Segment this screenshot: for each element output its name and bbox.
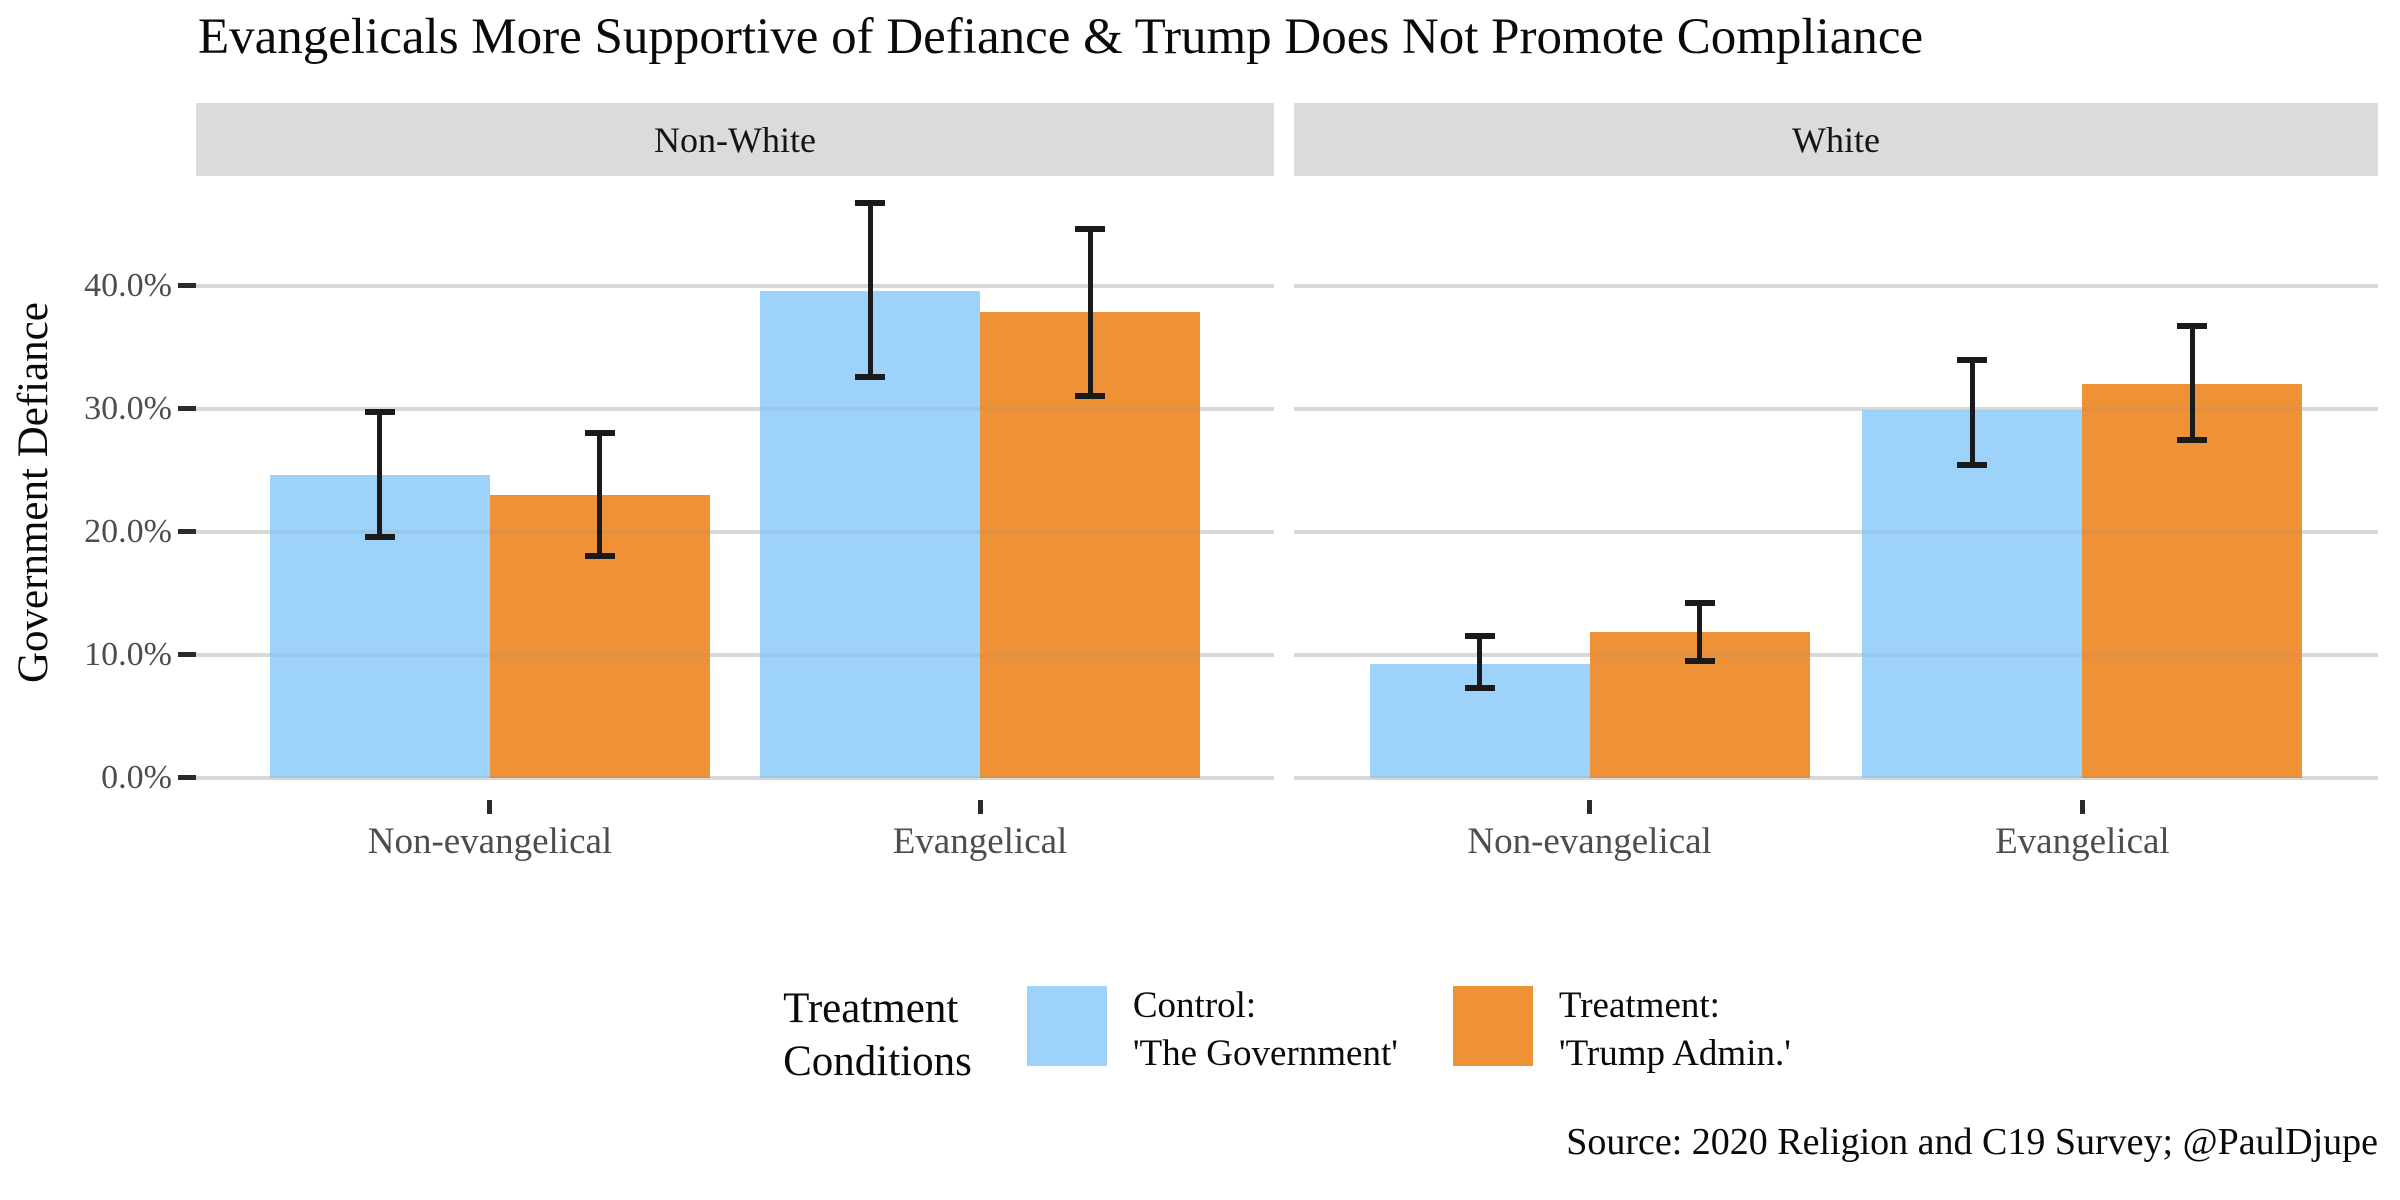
gridline-overlay <box>1294 653 2378 657</box>
error-bar-cap-bottom <box>1957 461 1988 468</box>
error-bar-cap-top <box>364 409 395 416</box>
error-bar-line <box>1087 228 1093 397</box>
bar <box>2082 384 2303 778</box>
gridline-overlay <box>196 284 1274 288</box>
gridline <box>1294 653 2378 657</box>
legend: Treatment Conditions Control: 'The Gover… <box>196 982 2378 1088</box>
legend-item-treatment: Treatment: 'Trump Admin.' <box>1452 982 1791 1078</box>
gridline <box>196 653 1274 657</box>
gridline <box>196 776 1274 780</box>
y-tick-mark <box>178 775 196 780</box>
error-bar-cap-bottom <box>584 552 615 559</box>
gridline <box>196 407 1274 411</box>
error-bar-line <box>597 432 603 557</box>
y-tick-mark <box>178 652 196 657</box>
gridline-overlay <box>196 407 1274 411</box>
facet-strip-label: Non-White <box>654 119 816 160</box>
error-bar-line <box>1477 635 1483 690</box>
x-tick-label: Non-evangelical <box>1467 821 1712 862</box>
error-bar-cap-bottom <box>855 374 886 381</box>
error-bar-cap-top <box>2177 323 2208 330</box>
error-bar-cap-bottom <box>364 534 395 541</box>
gridline-overlay <box>196 653 1274 657</box>
error-bar-cap-top <box>584 430 615 437</box>
gridline-overlay <box>1294 530 2378 534</box>
y-tick-mark <box>178 283 196 288</box>
x-tick-mark <box>487 800 493 814</box>
gridline <box>1294 776 2378 780</box>
error-bar-cap-bottom <box>2177 436 2208 443</box>
gridline <box>1294 530 2378 534</box>
gridline <box>196 284 1274 288</box>
gridline <box>1294 407 2378 411</box>
y-tick-label: 10.0% <box>84 636 172 673</box>
facet-strip-label: White <box>1792 119 1880 160</box>
y-tick-mark <box>178 406 196 411</box>
error-bar-line <box>867 202 873 379</box>
bar <box>1862 410 2083 778</box>
gridline-overlay <box>196 776 1274 780</box>
error-bar-line <box>2189 325 2195 441</box>
error-bar-cap-bottom <box>1464 685 1495 692</box>
legend-label-treatment-line1: Treatment: <box>1558 985 1720 1026</box>
legend-title-line2: Conditions <box>783 1038 972 1085</box>
facet-strip: Non-White <box>196 103 1274 176</box>
control-swatch-icon <box>1026 986 1107 1066</box>
legend-label-treatment: Treatment: 'Trump Admin.' <box>1559 982 1791 1078</box>
gridline-overlay <box>1294 284 2378 288</box>
gridline-overlay <box>1294 776 2378 780</box>
error-bar-cap-top <box>1075 226 1106 233</box>
legend-title-line1: Treatment <box>783 985 959 1032</box>
error-bar-cap-top <box>1684 600 1715 607</box>
error-bar-line <box>1697 602 1703 663</box>
y-tick-label: 40.0% <box>84 267 172 304</box>
x-tick-mark <box>1587 800 1593 814</box>
x-tick-label: Evangelical <box>1995 821 2170 862</box>
y-tick-label: 0.0% <box>101 759 172 796</box>
legend-item-control: Control: 'The Government' <box>1026 982 1398 1078</box>
legend-label-control: Control: 'The Government' <box>1133 982 1398 1078</box>
error-bar-cap-bottom <box>1075 392 1106 399</box>
error-bar-line <box>377 411 383 539</box>
gridline <box>196 530 1274 534</box>
legend-label-control-line1: Control: <box>1132 985 1257 1026</box>
y-tick-label: 20.0% <box>84 513 172 550</box>
error-bar-line <box>1969 358 1975 466</box>
y-tick-label: 30.0% <box>84 390 172 427</box>
x-tick-label: Evangelical <box>892 821 1068 862</box>
legend-label-control-line2: 'The Government' <box>1132 1033 1398 1074</box>
y-tick-mark <box>178 529 196 534</box>
source-caption: Source: 2020 Religion and C19 Survey; @P… <box>1566 1121 2378 1163</box>
x-tick-label: Non-evangelical <box>367 821 613 862</box>
facet-strip: White <box>1294 103 2378 176</box>
error-bar-cap-top <box>855 200 886 207</box>
treatment-swatch-icon <box>1452 986 1533 1066</box>
legend-title: Treatment Conditions <box>783 982 972 1088</box>
x-tick-mark <box>977 800 983 814</box>
gridline-overlay <box>1294 407 2378 411</box>
x-tick-mark <box>2079 800 2085 814</box>
error-bar-cap-top <box>1957 356 1988 363</box>
gridline-overlay <box>196 530 1274 534</box>
error-bar-cap-top <box>1464 633 1495 640</box>
chart-title: Evangelicals More Supportive of Defiance… <box>198 9 1924 65</box>
error-bar-cap-bottom <box>1684 658 1715 665</box>
legend-label-treatment-line2: 'Trump Admin.' <box>1558 1033 1791 1074</box>
gridline <box>1294 284 2378 288</box>
